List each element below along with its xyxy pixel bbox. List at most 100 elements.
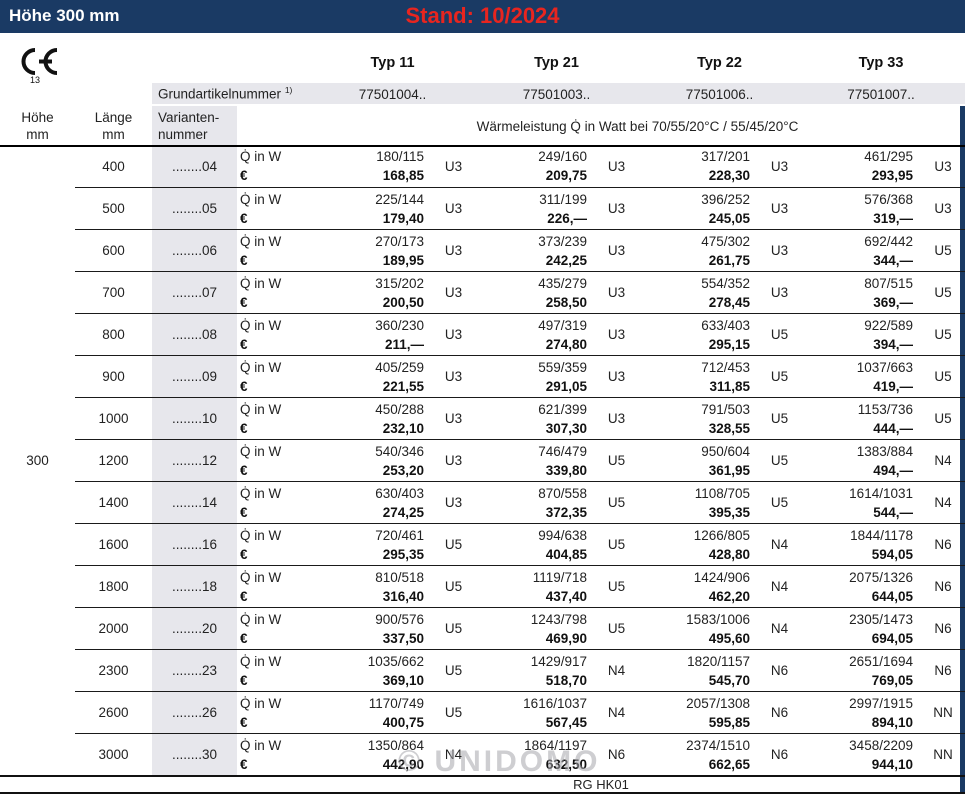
typ22-norm-code: N4: [758, 565, 801, 607]
typ11-value-cell: 1350/864 442,90: [310, 733, 432, 775]
price-value: 189,95: [382, 253, 424, 268]
typ22-value-cell: 1266/805 428,80: [638, 523, 758, 565]
typ22-value-cell: 1424/906 462,20: [638, 565, 758, 607]
watt-unit-label: Q̇ in W: [240, 444, 282, 459]
table-row: 500 ........05 Q̇ in W € 225/144 179,40 …: [0, 187, 965, 229]
euro-unit-label: €: [240, 463, 248, 478]
price-value: 567,45: [545, 715, 587, 730]
watt-value: 2374/1510: [686, 738, 750, 753]
watt-value: 2057/1308: [686, 696, 750, 711]
row-unit-labels: Q̇ in W €: [237, 187, 310, 229]
typ-column-header-21: Typ 21: [534, 55, 579, 71]
hoehe-cell: [0, 649, 75, 691]
typ21-norm-code: U3: [595, 313, 638, 355]
laenge-cell: 800: [75, 313, 152, 355]
table-row: 1000 ........10 Q̇ in W € 450/288 232,10…: [0, 397, 965, 439]
table-row: 1800 ........18 Q̇ in W € 810/518 316,40…: [0, 565, 965, 607]
watt-value: 712/453: [701, 360, 750, 375]
price-value: 316,40: [382, 589, 424, 604]
typ22-value-cell: 475/302 261,75: [638, 229, 758, 271]
laenge-cell: 1000: [75, 397, 152, 439]
price-value: 228,30: [708, 168, 750, 183]
euro-unit-label: €: [240, 631, 248, 646]
watt-value: 317/201: [701, 149, 750, 164]
price-value: 274,25: [382, 505, 424, 520]
watt-unit-label: Q̇ in W: [240, 149, 282, 164]
watt-unit-label: Q̇ in W: [240, 360, 282, 375]
row-unit-labels: Q̇ in W €: [237, 607, 310, 649]
typ11-value-cell: 180/115 168,85: [310, 145, 432, 187]
grundartikelnummer-typ21: 77501003..: [522, 86, 591, 102]
typ33-value-cell: 461/295 293,95: [801, 145, 921, 187]
typ21-value-cell: 621/399 307,30: [475, 397, 595, 439]
price-value: 469,90: [545, 631, 587, 646]
typ11-value-cell: 225/144 179,40: [310, 187, 432, 229]
row-unit-labels: Q̇ in W €: [237, 145, 310, 187]
watt-value: 497/319: [538, 318, 587, 333]
typ33-value-cell: 2075/1326 644,05: [801, 565, 921, 607]
price-value: 278,45: [708, 295, 750, 310]
hoehe-cell: [0, 481, 75, 523]
typ21-value-cell: 1616/1037 567,45: [475, 691, 595, 733]
euro-unit-label: €: [240, 379, 248, 394]
watt-value: 720/461: [375, 528, 424, 543]
row-unit-labels: Q̇ in W €: [237, 523, 310, 565]
hoehe-cell: [0, 523, 75, 565]
typ11-norm-code: U3: [432, 187, 475, 229]
watt-value: 461/295: [864, 149, 913, 164]
watt-value: 1844/1178: [850, 528, 913, 543]
row-unit-labels: Q̇ in W €: [237, 229, 310, 271]
grundartikelnummer-text: Grundartikelnummer: [158, 86, 282, 102]
watt-value: 396/252: [701, 192, 750, 207]
grundartikelnummer-typ33: 77501007..: [847, 86, 915, 102]
euro-unit-label: €: [240, 337, 248, 352]
typ33-norm-code: N6: [921, 565, 965, 607]
typ21-norm-code: U3: [607, 158, 626, 174]
price-value: 344,—: [873, 253, 913, 268]
watt-value: 810/518: [375, 570, 424, 585]
laenge-cell: 1400: [75, 481, 152, 523]
variante-label-line2: nummer: [158, 127, 208, 142]
typ33-norm-code: NN: [921, 691, 965, 733]
grundartikelnummer-typ11: 77501004..: [358, 86, 427, 102]
price-value: 361,95: [708, 463, 750, 478]
watt-value: 373/239: [538, 234, 587, 249]
typ22-value-cell: 1583/1006 495,60: [638, 607, 758, 649]
watt-unit-label: Q̇ in W: [240, 528, 282, 543]
grundartikelnummer-label: Grundartikelnummer 1): [158, 85, 292, 102]
typ21-value-cell: 746/479 339,80: [475, 439, 595, 481]
typ22-norm-code: U5: [758, 355, 801, 397]
typ11-value-cell: 315/202 200,50: [310, 271, 432, 313]
varianten-nummer-cell: ........04: [171, 158, 218, 174]
varianten-nummer-cell: ........14: [152, 481, 237, 523]
price-value: 200,50: [382, 295, 424, 310]
typ33-value-cell: 576/368 319,—: [801, 187, 921, 229]
price-value: 495,60: [708, 631, 750, 646]
typ33-value-cell: 3458/2209 944,10: [801, 733, 921, 775]
watt-value: 2997/1915: [849, 696, 913, 711]
typ11-value-cell: 540/346 253,20: [310, 439, 432, 481]
watt-value: 922/589: [864, 318, 913, 333]
price-value: 404,85: [545, 547, 587, 562]
table-row: 3000 ........30 Q̇ in W € 1350/864 442,9…: [0, 733, 965, 775]
laenge-cell: 1800: [75, 565, 152, 607]
price-value: 232,10: [382, 421, 424, 436]
typ33-value-cell: 692/442 344,—: [801, 229, 921, 271]
typ21-value-cell: 559/359 291,05: [475, 355, 595, 397]
typ22-norm-code: U5: [758, 481, 801, 523]
price-value: 662,65: [708, 757, 750, 772]
typ11-norm-code: U5: [432, 607, 475, 649]
typ33-value-cell: 922/589 394,—: [801, 313, 921, 355]
typ22-value-cell: 1108/705 395,35: [638, 481, 758, 523]
table-row: 700 ........07 Q̇ in W € 315/202 200,50 …: [0, 271, 965, 313]
typ22-norm-code: U5: [758, 313, 801, 355]
price-value: 644,05: [871, 589, 913, 604]
laenge-cell: 1600: [75, 523, 152, 565]
typ-column-header-11: Typ 11: [370, 55, 415, 71]
laenge-cell: 600: [75, 229, 152, 271]
waermeleistung-header: Wärmeleistung Q̇ in Watt bei 70/55/20°C …: [476, 119, 799, 134]
watt-value: 621/399: [538, 402, 587, 417]
typ11-value-cell: 1170/749 400,75: [310, 691, 432, 733]
top-bar: Höhe 300 mm Stand: 10/2024: [0, 0, 965, 33]
varianten-nummer-cell: ........23: [152, 649, 237, 691]
